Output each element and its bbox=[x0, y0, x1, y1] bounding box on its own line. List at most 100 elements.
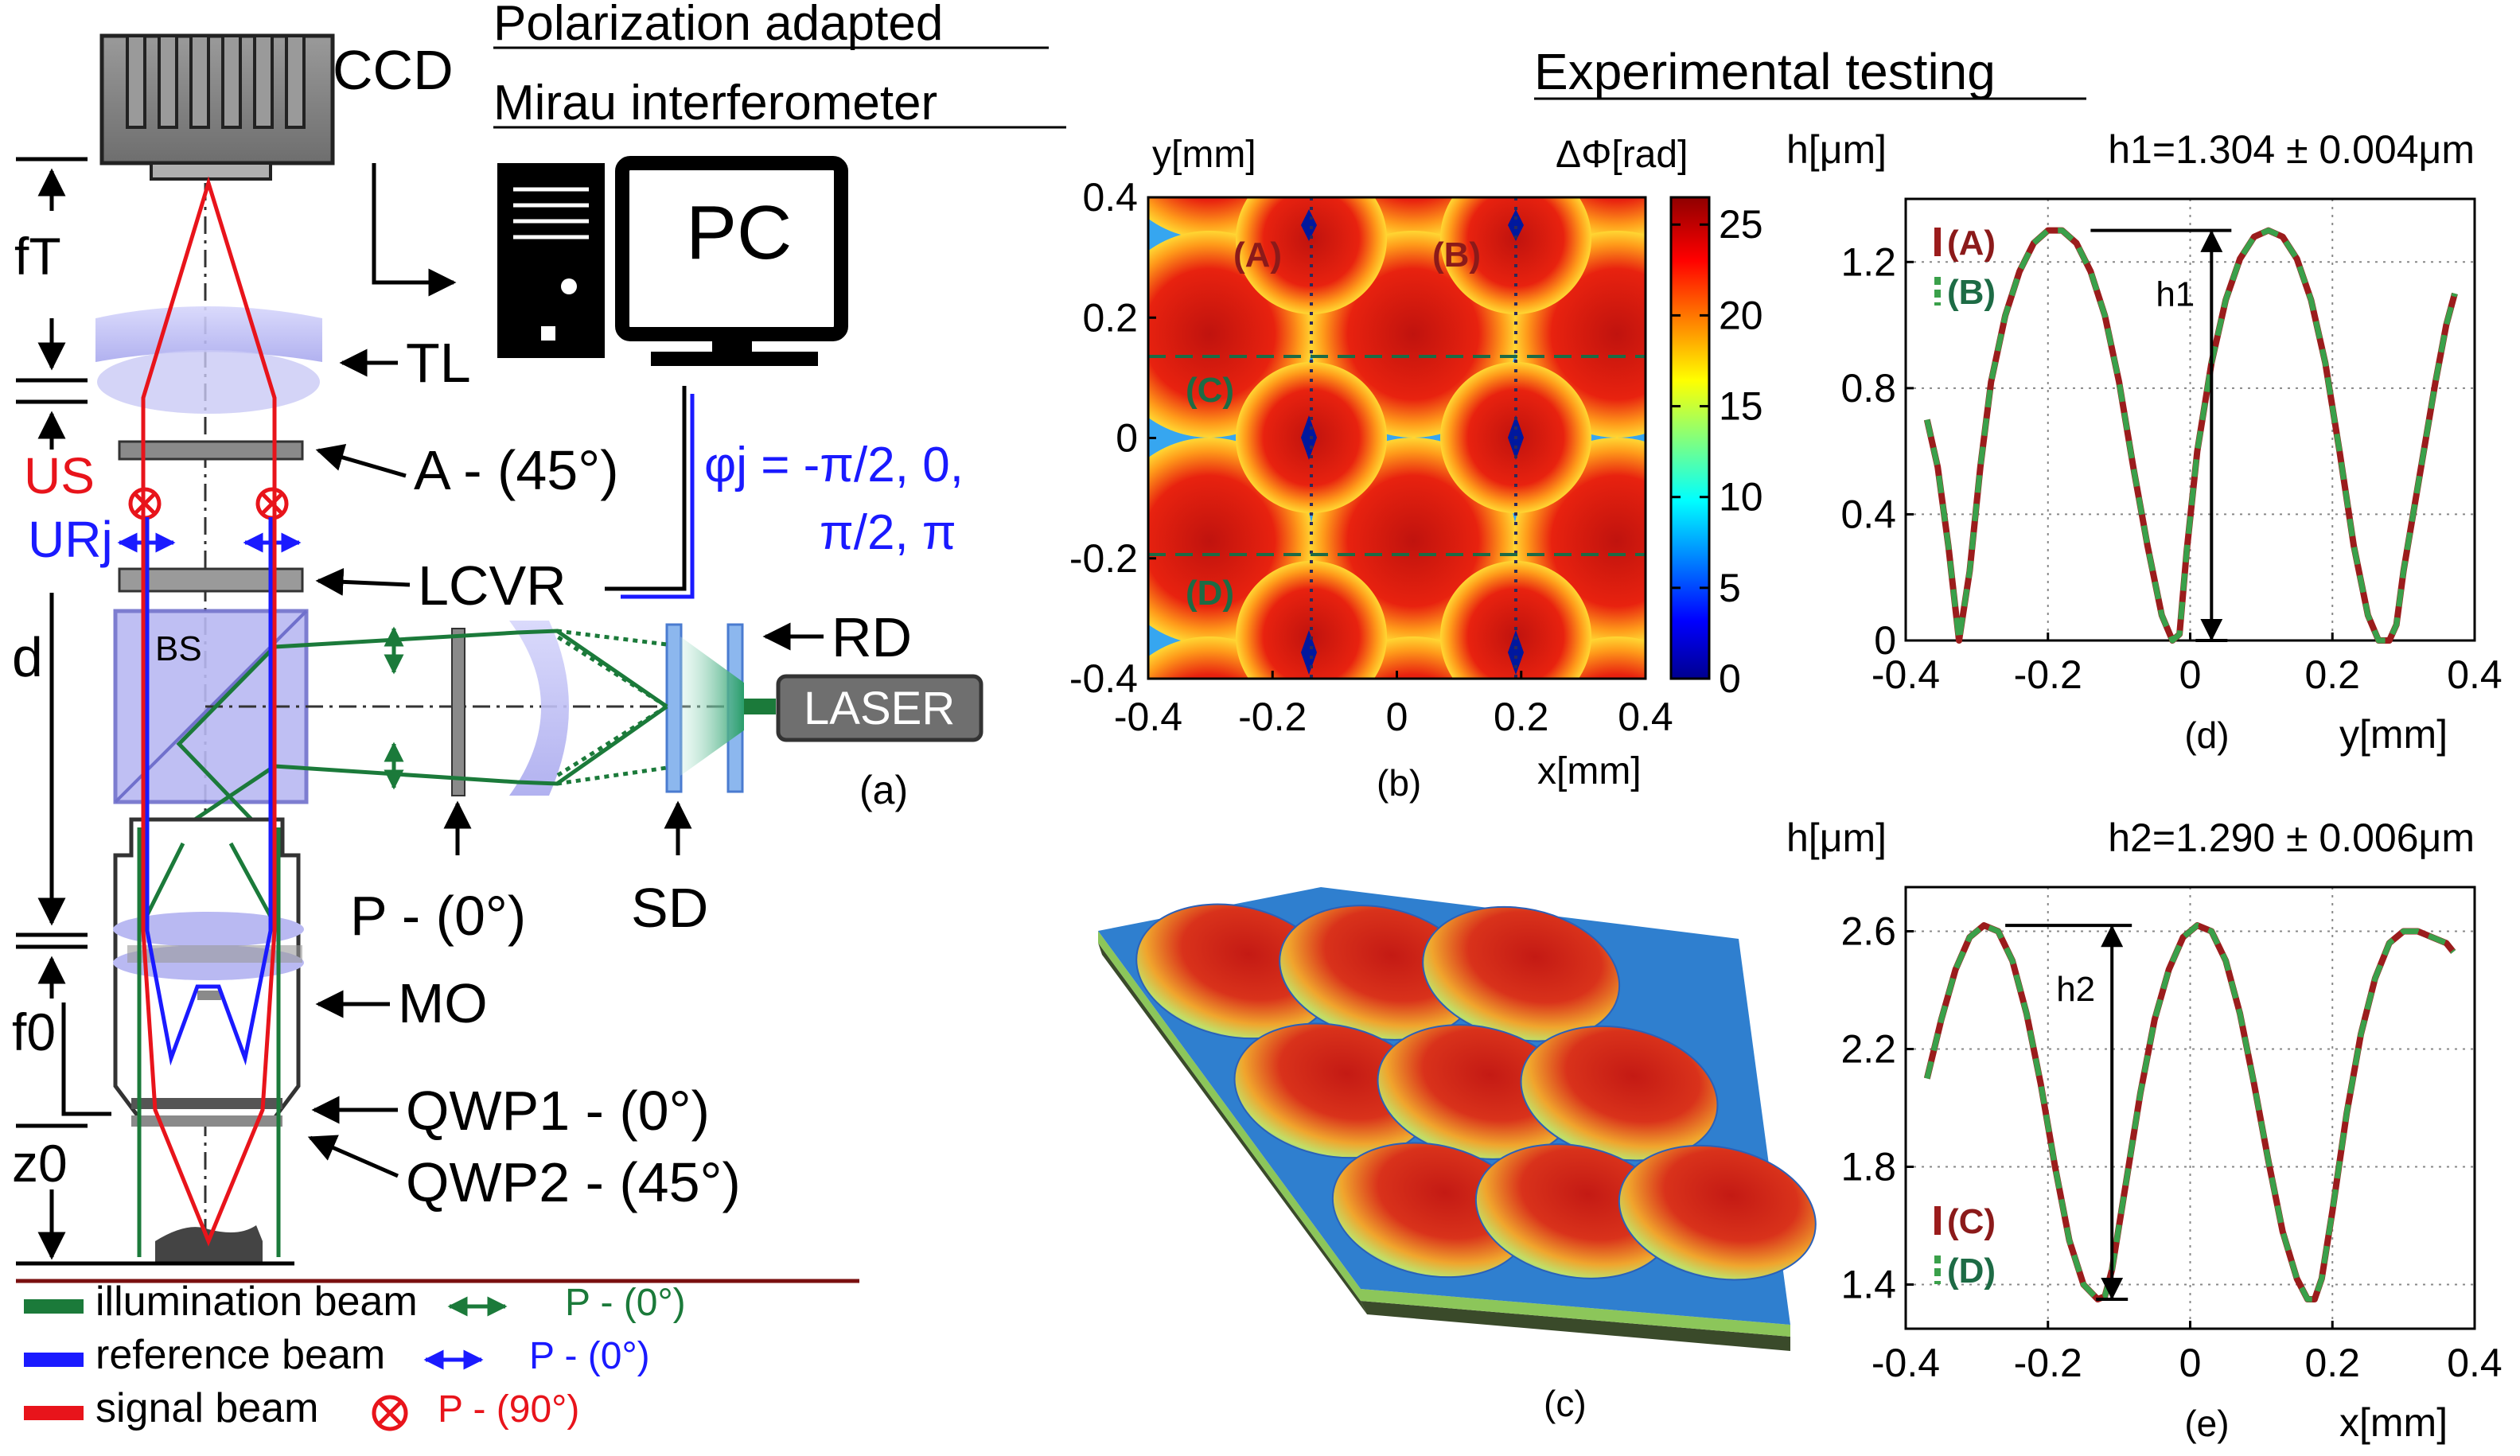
x-tick-label: 0 bbox=[2179, 652, 2202, 697]
stationary-diffuser-label: SD bbox=[631, 877, 708, 939]
line-label-d: (D) bbox=[1186, 574, 1234, 613]
legend-label: signal beam bbox=[95, 1385, 318, 1431]
legend-swatch bbox=[24, 1299, 84, 1314]
y-tick-label: 1.8 bbox=[1840, 1145, 1896, 1189]
focal-length-objective-label: f0 bbox=[12, 1002, 56, 1061]
legend-entry: (A) bbox=[1947, 224, 1996, 263]
experimental-title: Experimental testing bbox=[1534, 43, 1996, 100]
surface-dome bbox=[1618, 1144, 1817, 1281]
x-tick-label: 0.2 bbox=[2304, 652, 2360, 697]
x-tick-label: -0.4 bbox=[1871, 652, 1940, 697]
series-line-b bbox=[1924, 228, 2458, 644]
line-label-b: (B) bbox=[1432, 236, 1481, 274]
x-tick-label: -0.2 bbox=[2014, 652, 2082, 697]
rotating-diffuser-label: RD bbox=[832, 606, 912, 668]
legend-polarization: P - (90°) bbox=[438, 1388, 579, 1431]
y-tick-label: 2.2 bbox=[1840, 1027, 1896, 1072]
signal-field-label: US bbox=[24, 447, 95, 504]
distance-d-label: d bbox=[12, 626, 43, 688]
y-tick-label: 1.4 bbox=[1840, 1263, 1896, 1307]
height-label: h2 bbox=[2056, 970, 2095, 1009]
phase-step-line2: π/2, π bbox=[820, 505, 956, 560]
beam-splitter-label: BS bbox=[155, 629, 202, 668]
setup-panel: Polarization adapted Mirau interferomete… bbox=[12, 0, 1066, 1283]
reference-field-label: URj bbox=[28, 511, 113, 568]
map-x-tick: 0.2 bbox=[1494, 695, 1549, 739]
map-x-tick: -0.4 bbox=[1114, 695, 1182, 739]
panel-a-label: (a) bbox=[859, 768, 908, 812]
panel-b-label: (b) bbox=[1377, 762, 1421, 804]
map-x-label: x[mm] bbox=[1537, 750, 1642, 792]
y-axis-label: h[μm] bbox=[1786, 816, 1887, 860]
legend-entry: (B) bbox=[1947, 273, 1996, 312]
height-annotation: h2=1.290 ± 0.006μm bbox=[2108, 816, 2475, 860]
objective-label: MO bbox=[398, 972, 488, 1034]
legend-entry: (D) bbox=[1947, 1252, 1996, 1291]
pc-label: PC bbox=[686, 190, 792, 275]
map-y-tick: 0 bbox=[1116, 416, 1138, 461]
colorbar-tick: 20 bbox=[1719, 293, 1763, 337]
y-tick-label: 0.4 bbox=[1840, 492, 1896, 536]
x-tick-label: -0.2 bbox=[2014, 1341, 2082, 1385]
legend-swatch bbox=[24, 1406, 84, 1420]
x-axis-label: y[mm] bbox=[2339, 712, 2448, 757]
polarizer-label: P - (0°) bbox=[350, 885, 526, 947]
tl-label: TL bbox=[406, 332, 471, 394]
y-axis-label: h[μm] bbox=[1786, 127, 1887, 172]
line-label-c: (C) bbox=[1186, 371, 1234, 410]
colorbar-label: ΔΦ[rad] bbox=[1556, 134, 1688, 176]
map-x-tick: -0.2 bbox=[1238, 695, 1307, 739]
legend-label: reference beam bbox=[95, 1332, 385, 1378]
signal-polarization-icon bbox=[128, 487, 289, 520]
line-label-a: (A) bbox=[1233, 236, 1282, 274]
x-axis-label: x[mm] bbox=[2339, 1400, 2448, 1445]
profile-chart-d: -0.4 -0.2 0 0.2 0.4 0 0.4 0.8 1.2 h[μm] y[mm] (d) h1… bbox=[1786, 127, 2502, 757]
map-y-tick: -0.2 bbox=[1069, 536, 1138, 581]
setup-title-line2: Mirau interferometer bbox=[493, 76, 937, 130]
map-x-tick: 0.4 bbox=[1618, 695, 1673, 739]
x-tick-label: 0 bbox=[2179, 1341, 2202, 1385]
focal-length-tube-label: fT bbox=[14, 227, 61, 286]
colorbar-tick: 15 bbox=[1719, 384, 1763, 429]
setup-title-line1: Polarization adapted bbox=[493, 0, 943, 51]
legend-swatch bbox=[24, 1353, 84, 1367]
legend-polarization: P - (0°) bbox=[565, 1282, 686, 1324]
y-tick-label: 1.2 bbox=[1840, 239, 1896, 284]
y-tick-label: 0.8 bbox=[1840, 366, 1896, 411]
map-y-label: y[mm] bbox=[1152, 134, 1256, 176]
map-y-tick: 0.2 bbox=[1082, 295, 1138, 340]
panel-label: (d) bbox=[2184, 714, 2229, 756]
panel-c-label: (c) bbox=[1544, 1383, 1587, 1424]
legend-label: illumination beam bbox=[95, 1279, 418, 1325]
colorbar-tick: 0 bbox=[1719, 656, 1741, 701]
legend-entry: (C) bbox=[1947, 1202, 1996, 1241]
x-tick-label: 0.4 bbox=[2447, 1341, 2502, 1385]
phase-map-panel: (A) (B) (C) (D) y[mm] x[mm] (b) -0.4 -0.2… bbox=[1069, 134, 1763, 804]
colorbar-tick: 10 bbox=[1719, 475, 1763, 520]
phase-step-line1: φj = -π/2, 0, bbox=[704, 438, 964, 492]
surface-3d-panel: (c) bbox=[1098, 887, 1817, 1424]
map-y-tick: 0.4 bbox=[1082, 175, 1138, 220]
series-line-d bbox=[1924, 922, 2456, 1302]
panel-label: (e) bbox=[2184, 1403, 2229, 1444]
working-distance-label: z0 bbox=[12, 1134, 68, 1193]
qwp1-label: QWP1 - (0°) bbox=[406, 1080, 710, 1142]
y-tick-label: 2.6 bbox=[1840, 909, 1896, 954]
beam-legend: illumination beam P - (0°) reference beam P… bbox=[24, 1279, 686, 1431]
circle-cross-icon bbox=[372, 1395, 408, 1431]
pc-icon bbox=[497, 156, 848, 366]
height-label: h1 bbox=[2156, 275, 2195, 314]
map-x-tick: 0 bbox=[1386, 695, 1408, 739]
x-tick-label: 0.4 bbox=[2447, 652, 2502, 697]
y-tick-label: 0 bbox=[1874, 618, 1896, 663]
analyzer-label: A - (45°) bbox=[414, 439, 619, 501]
colorbar-tick: 25 bbox=[1719, 202, 1763, 247]
map-y-tick: -0.4 bbox=[1069, 656, 1138, 701]
height-annotation: h1=1.304 ± 0.004μm bbox=[2108, 127, 2475, 172]
qwp2-label: QWP2 - (45°) bbox=[406, 1151, 741, 1213]
ccd-camera-icon bbox=[99, 33, 335, 181]
x-tick-label: -0.4 bbox=[1871, 1341, 1940, 1385]
colorbar-tick: 5 bbox=[1719, 566, 1741, 610]
lcvr-label: LCVR bbox=[418, 555, 567, 617]
profile-chart-e: -0.4 -0.2 0 0.2 0.4 1.4 1.8 2.2 2.6 h[μm] x[mm] (e)… bbox=[1786, 816, 2502, 1445]
